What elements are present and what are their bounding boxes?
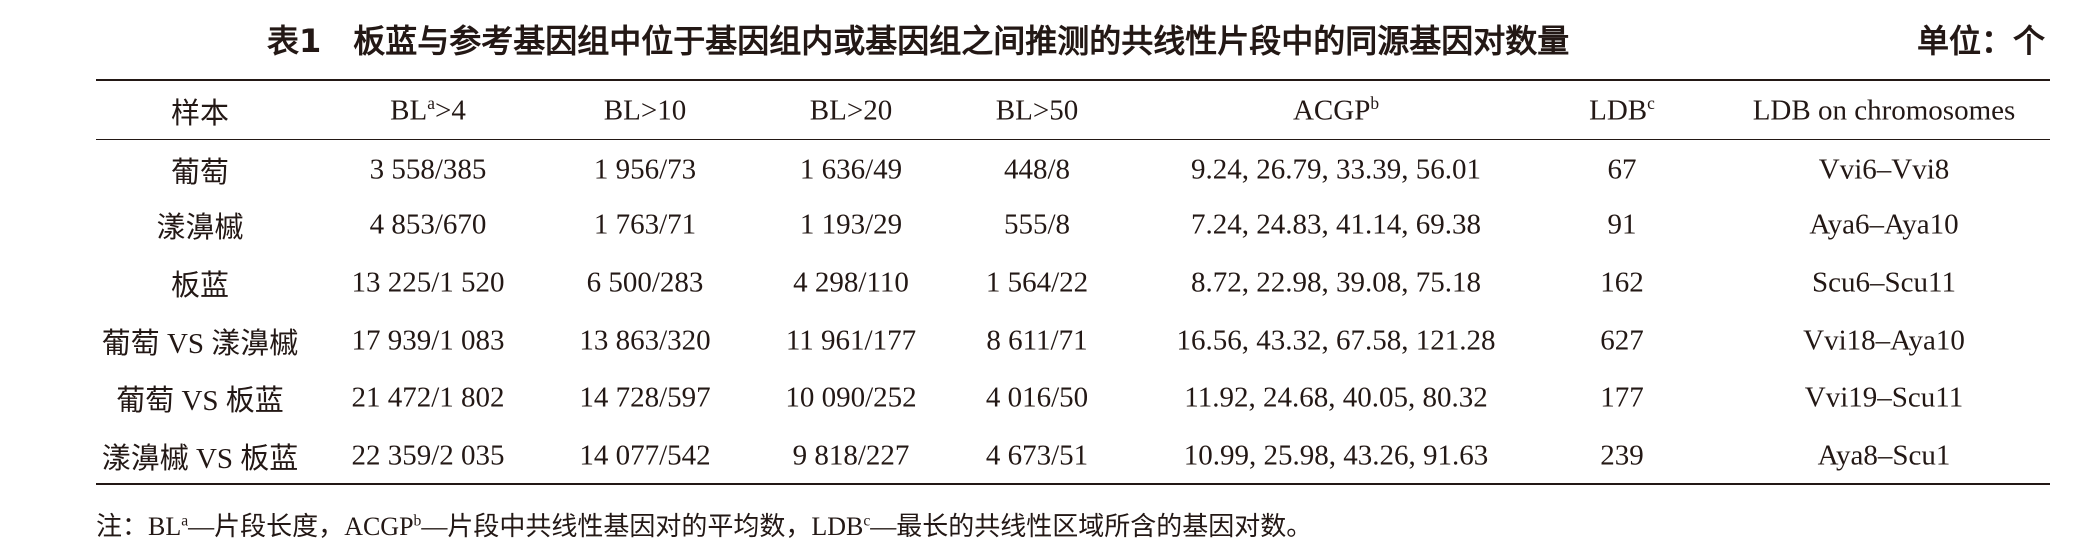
note-item: ACGPb—片段中共线性基因对的平均数， bbox=[344, 512, 811, 541]
top-rule bbox=[96, 79, 2050, 81]
table-cell: 627 bbox=[1600, 324, 1644, 357]
superscript: a bbox=[427, 93, 435, 114]
table-cell: 22 359/2 035 bbox=[351, 439, 505, 472]
table-cell: Aya6–Aya10 bbox=[1809, 208, 1959, 241]
header-rule bbox=[96, 139, 2050, 140]
text-part: BL bbox=[148, 512, 182, 541]
note-item: LDBc—最长的共线性区域所含的基因对数。 bbox=[811, 512, 1312, 541]
column-header: ACGPb bbox=[1292, 93, 1380, 128]
note-label: 注： bbox=[96, 512, 149, 541]
table-note: 注：BLa—片段长度，ACGPb—片段中共线性基因对的平均数，LDBc—最长的共… bbox=[96, 506, 1312, 543]
table-cell: 448/8 bbox=[1003, 153, 1071, 186]
table-cell: 7.24, 24.83, 41.14, 69.38 bbox=[1191, 208, 1481, 241]
table-cell: 13 863/320 bbox=[579, 324, 711, 357]
table-cell: 162 bbox=[1600, 266, 1644, 299]
table-cell: 葡萄 bbox=[170, 157, 230, 189]
table-cell: 555/8 bbox=[1003, 208, 1071, 241]
table-cell: 177 bbox=[1600, 381, 1644, 414]
column-header: BL>50 bbox=[995, 94, 1079, 127]
table-cell: 8 611/71 bbox=[986, 324, 1088, 357]
table-cell: Scu6–Scu11 bbox=[1812, 266, 1956, 299]
table-cell: 4 853/670 bbox=[369, 208, 487, 241]
table-cell: 91 bbox=[1607, 208, 1637, 241]
table-cell: 4 016/50 bbox=[985, 381, 1089, 414]
table-cell: 10 090/252 bbox=[785, 381, 917, 414]
table-cell: 1 636/49 bbox=[799, 153, 903, 186]
table-cell: 板蓝 bbox=[170, 270, 230, 302]
table-cell: 11 961/177 bbox=[785, 324, 917, 357]
text-part: LDB bbox=[1589, 94, 1648, 127]
column-header: BL>20 bbox=[809, 94, 893, 127]
text-part: >4 bbox=[434, 94, 466, 127]
column-header: 样本 bbox=[170, 98, 230, 130]
table-cell: 11.92, 24.68, 40.05, 80.32 bbox=[1184, 381, 1488, 414]
table-cell: 13 225/1 520 bbox=[351, 266, 505, 299]
table-unit: 单位：个 bbox=[1916, 22, 2045, 60]
table-cell: Vvi6–Vvi8 bbox=[1818, 153, 1950, 186]
superscript: b bbox=[413, 512, 422, 530]
superscript: c bbox=[863, 512, 871, 530]
table-cell: 漾濞槭 VS 板蓝 bbox=[101, 443, 299, 475]
text-part: ACGP bbox=[344, 512, 414, 541]
table-cell: 10.99, 25.98, 43.26, 91.63 bbox=[1183, 439, 1489, 472]
table-cell: 21 472/1 802 bbox=[351, 381, 505, 414]
text-part: BL bbox=[390, 94, 428, 127]
superscript: c bbox=[1647, 93, 1655, 114]
table-cell: 9 818/227 bbox=[792, 439, 910, 472]
column-header: BLa>4 bbox=[390, 93, 466, 128]
table-cell: 14 077/542 bbox=[579, 439, 711, 472]
table-cell: 3 558/385 bbox=[369, 153, 487, 186]
superscript: a bbox=[181, 512, 189, 530]
table-cell: Vvi19–Scu11 bbox=[1804, 381, 1964, 414]
table-cell: 67 bbox=[1607, 153, 1637, 186]
column-header: LDBc bbox=[1589, 93, 1655, 128]
column-header: BL>10 bbox=[603, 94, 687, 127]
table-cell: 17 939/1 083 bbox=[351, 324, 505, 357]
table-cell: Aya8–Scu1 bbox=[1817, 439, 1951, 472]
table-cell: 16.56, 43.32, 67.58, 121.28 bbox=[1176, 324, 1496, 357]
table-cell: Vvi18–Aya10 bbox=[1803, 324, 1965, 357]
table-cell: 1 193/29 bbox=[799, 208, 903, 241]
table-title: 表1 板蓝与参考基因组中位于基因组内或基因组之间推测的共线性片段中的同源基因对数… bbox=[267, 22, 1570, 60]
table-cell: 1 956/73 bbox=[593, 153, 697, 186]
table-cell: 6 500/283 bbox=[586, 266, 704, 299]
table-cell: 4 673/51 bbox=[985, 439, 1089, 472]
text-part: ACGP bbox=[1292, 94, 1371, 127]
table-cell: 4 298/110 bbox=[793, 266, 909, 299]
table-cell: 1 763/71 bbox=[593, 208, 697, 241]
table-cell: 14 728/597 bbox=[579, 381, 711, 414]
text-part: —片段长度， bbox=[188, 512, 345, 541]
table-cell: 漾濞槭 bbox=[156, 212, 244, 244]
superscript: b bbox=[1370, 93, 1380, 114]
table-cell: 葡萄 VS 板蓝 bbox=[116, 385, 284, 417]
note-item: BLa—片段长度， bbox=[148, 512, 344, 541]
text-part: —最长的共线性区域所含的基因对数。 bbox=[870, 512, 1313, 541]
table-cell: 8.72, 22.98, 39.08, 75.18 bbox=[1191, 266, 1481, 299]
table-cell: 239 bbox=[1600, 439, 1644, 472]
column-header: LDB on chromosomes bbox=[1752, 94, 2016, 127]
text-part: LDB bbox=[811, 512, 864, 541]
bottom-rule bbox=[96, 483, 2050, 485]
table-cell: 1 564/22 bbox=[985, 266, 1089, 299]
table-cell: 葡萄 VS 漾濞槭 bbox=[101, 328, 299, 360]
table-cell: 9.24, 26.79, 33.39, 56.01 bbox=[1191, 153, 1481, 186]
text-part: —片段中共线性基因对的平均数， bbox=[421, 512, 812, 541]
